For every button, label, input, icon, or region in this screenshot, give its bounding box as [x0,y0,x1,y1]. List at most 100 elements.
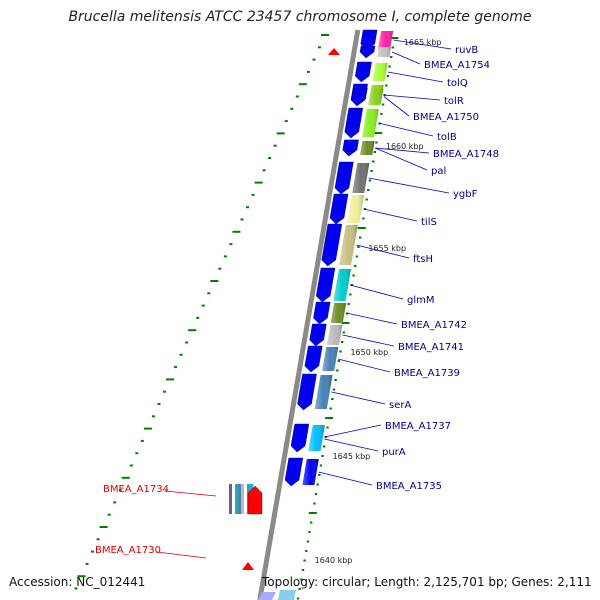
scale-tick-label: 1655 kbp [368,244,406,253]
scale-tick-label: 1660 kbp [386,142,424,151]
gene-leader-line [318,471,373,486]
chromosome-backbone [257,29,361,600]
gene-bar-shade [322,347,339,371]
gene-leader-line [324,424,382,438]
gene-segment [232,484,235,514]
gene-BMEA_A1741: BMEA_A1741 [309,323,464,353]
gene-arrow [355,61,372,83]
gene-label: BMEA_A1735 [376,481,442,492]
gene-leader-line [375,147,428,171]
gene-leader-line [164,490,217,497]
gene-label: ygbF [453,189,478,200]
gene-bar-shade [333,269,351,301]
gene-ygbF: ygbF [334,161,478,200]
gene-bar-shade [302,459,319,485]
gene-label: tolR [444,96,464,107]
gene-label: BMEA_A1750 [413,112,479,123]
gene-label: tilS [421,217,437,228]
gene-pal: pal [342,139,446,177]
scale-tick-label: 1665 kbp [404,38,442,47]
gene-leader-line [375,147,430,154]
gene-arrow [284,457,304,487]
accession-text: Accession: NC_012441 [9,575,146,589]
gene-leader-line [383,94,441,101]
gene-ftsH: ftsH [321,223,433,267]
gene-BMEA_A1750: BMEA_A1750 [351,87,479,123]
gene-bar-shade [308,427,325,451]
gene-category-bar [278,590,296,600]
gene-tolQ: tolQ [355,61,468,89]
forward-gene-cluster [229,48,340,570]
gene-arrow [309,323,327,347]
gene-label: BMEA_A1739 [394,368,460,379]
gene-leader-line [156,551,207,559]
gene-segment [229,484,232,514]
lower-gene-fragment [258,590,296,600]
gene-bar-shade [377,47,392,57]
gene-tilS: tilS [329,193,437,228]
gene-bar-shade [362,109,379,137]
gene-BMEA_A1742: BMEA_A1742 [313,301,467,331]
map-title: Brucella melitensis ATCC 23457 chromosom… [68,9,532,25]
gene-segment [244,484,247,514]
gene-BMEA_A1734: BMEA_A1734 [103,484,217,497]
gene-bar-shade [326,325,343,345]
scale-tick-label: 1650 kbp [350,348,388,357]
gene-bar-shade [352,163,370,193]
gene-arrow [316,267,336,303]
gene-label: ruvB [455,45,478,56]
gene-label: pal [431,166,446,177]
gene-leader-line [331,391,386,405]
gene-label: serA [389,400,411,411]
gene-leader-line [391,51,421,65]
gene-bar-shade [378,31,394,49]
gene-label: tolB [437,132,457,143]
gene-leader-line [363,208,418,222]
gene-label: BMEA_A1754 [424,60,490,71]
gene-label: BMEA_A1741 [398,342,464,353]
gene-arrow [297,373,317,411]
gene-bar-shade [368,89,384,104]
gene-arrow [321,223,343,267]
gene-arrow [344,107,364,139]
gene-arrow [359,45,376,59]
gene-segment [235,484,238,514]
gene-BMEA_A1735: BMEA_A1735 [284,457,442,492]
gene-label: purA [382,447,406,458]
gene-arrow [334,161,354,195]
gene-bar-shade [372,63,388,81]
gene-tolB: tolB [344,107,457,143]
gene-arrow [258,592,276,600]
gene-leader-line [324,438,379,452]
gene-bar-shade [347,195,365,223]
gene-arrow [351,87,368,106]
gene-label: BMEA_A1737 [385,421,451,432]
gene-arrow-red [328,48,340,55]
gene-label: BMEA_A1742 [401,320,467,331]
gene-label: BMEA_A1734 [103,484,169,495]
gene-arrow [304,345,323,373]
gene-label: BMEA_A1730 [95,545,161,556]
gene-leader-line [383,96,410,117]
gene-leader-line [393,39,452,50]
gene-leader-line [346,312,398,325]
gene-leader-line [342,334,395,347]
gene-BMEA_A1754: BMEA_A1754 [359,45,490,71]
gene-arrow [313,301,331,325]
gene-leader-line [337,358,391,373]
gene-bar-shade [314,375,333,409]
gene-leader-line [387,71,444,83]
gene-arrow [342,139,359,157]
gene-arrow [290,425,309,453]
gene-label: glmM [407,295,435,306]
topology-text: Topology: circular; Length: 2,125,701 bp… [262,575,592,589]
gene-arrow-red [247,485,263,515]
gene-serA: serA [297,373,411,411]
gene-label: BMEA_A1748 [433,149,499,160]
gene-leader-line [368,177,450,194]
gene-label: ftsH [413,254,433,265]
gene-BMEA_A1739: BMEA_A1739 [304,345,460,379]
gene-leader-line [349,284,404,300]
scale-tick-label: 1645 kbp [333,452,371,461]
